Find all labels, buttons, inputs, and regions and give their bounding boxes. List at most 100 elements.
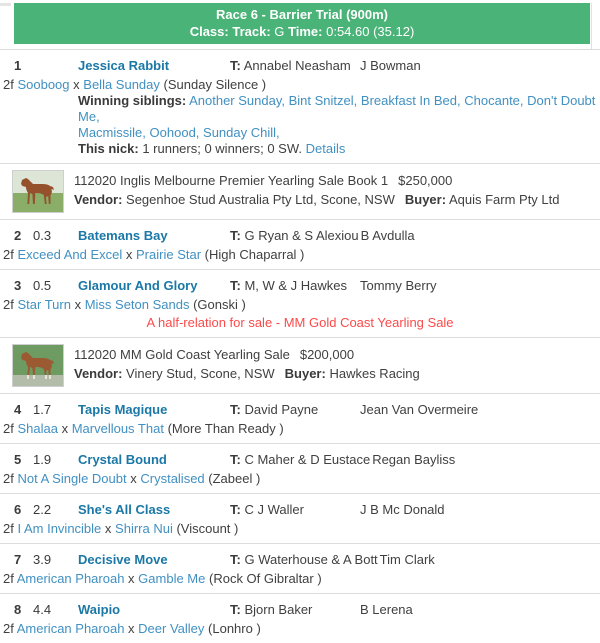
horse-name-link[interactable]: Glamour And Glory — [78, 278, 198, 293]
horse-name-link[interactable]: Crystal Bound — [78, 452, 167, 467]
horse-name-link[interactable]: She's All Class — [78, 502, 171, 517]
sibling-link[interactable]: Bint Snitzel — [289, 93, 361, 108]
dam-link[interactable]: Bella Sunday — [83, 77, 160, 92]
nick-line: This nick: 1 runners; 0 winners; 0 SW. D… — [0, 141, 600, 157]
runner-margin: 2.2 — [33, 502, 52, 517]
winning-siblings-line1: Winning siblings: Another SundayBint Sni… — [0, 93, 600, 125]
jockey-name: J B Mc Donald — [360, 502, 445, 517]
pedigree-line: 2f American Pharoah x Deer Valley (Lonhr… — [0, 618, 600, 637]
details-link[interactable]: Details — [305, 141, 346, 156]
dam-link[interactable]: Miss Seton Sands — [84, 297, 190, 312]
jockey-name: J Bowman — [360, 58, 421, 73]
runner-entry-1: 1 Jessica Rabbit T: Annabel Neasham J Bo… — [0, 50, 600, 163]
runner-entry-6: 6 2.2 She's All Class T: C J Waller J B … — [0, 494, 600, 543]
damsire: (Sunday Silence ) — [163, 77, 267, 92]
half-relation-for-sale-notice: A half-relation for sale - MM Gold Coast… — [146, 315, 454, 330]
sibling-link[interactable]: Sunday Chill — [203, 125, 280, 140]
horse-name-link[interactable]: Batemans Bay — [78, 228, 168, 243]
damsire: (More Than Ready ) — [167, 421, 284, 436]
time-label: Time: — [288, 24, 323, 39]
race-title: Race 6 - Barrier Trial (900m) — [216, 7, 388, 22]
trainer-label: T: — [230, 228, 241, 243]
runner-number: 3 — [14, 278, 22, 293]
horse-photo-thumbnail[interactable] — [12, 170, 64, 213]
trainer-label: T: — [230, 452, 241, 467]
vendor-label: Vendor: — [74, 192, 123, 207]
trainer-name: G Ryan & S Alexiou — [244, 228, 359, 243]
sibling-link[interactable]: Breakfast In Bed — [361, 93, 464, 108]
sale-name: 112020 Inglis Melbourne Premier Yearling… — [74, 173, 389, 188]
runner-margin: 1.9 — [33, 452, 52, 467]
damsire: (Rock Of Gibraltar ) — [209, 571, 322, 586]
trainer-label: T: — [230, 278, 241, 293]
dam-link[interactable]: Deer Valley — [138, 621, 205, 636]
trainer-name: C J Waller — [244, 502, 304, 517]
runner-entry-8: 8 4.4 Waipio T: Bjorn Baker B Lerena 2f … — [0, 594, 600, 643]
runner-number: 4 — [14, 402, 22, 417]
runner-number: 7 — [14, 552, 22, 567]
dam-link[interactable]: Prairie Star — [136, 247, 202, 262]
horse-photo-thumbnail[interactable] — [12, 344, 64, 387]
horse-name-link[interactable]: Waipio — [78, 602, 121, 617]
sire-link[interactable]: Sooboog — [17, 77, 70, 92]
winning-siblings-line2: MacmissileOohoodSunday Chill — [0, 125, 600, 141]
damsire: (Gonski ) — [193, 297, 246, 312]
sibling-link[interactable]: Oohood — [150, 125, 204, 140]
runner-entry-4: 4 1.7 Tapis Magique T: David Payne Jean … — [0, 394, 600, 443]
sale-price: $250,000 — [398, 173, 453, 188]
pedigree-line: 2f American Pharoah x Gamble Me (Rock Of… — [0, 568, 600, 587]
age-sex: 2f — [3, 247, 14, 262]
age-sex: 2f — [3, 471, 14, 486]
pedigree-x: x — [73, 77, 80, 92]
sire-link[interactable]: Exceed And Excel — [17, 247, 123, 262]
dam-link[interactable]: Shirra Nui — [115, 521, 173, 536]
trainer-cell: T: Bjorn Baker — [230, 601, 358, 618]
jockey-name: Tim Clark — [379, 552, 435, 567]
horse-name-link[interactable]: Decisive Move — [78, 552, 168, 567]
dam-link[interactable]: Gamble Me — [138, 571, 206, 586]
sale-vendor-line: Vendor: Segenhoe Stud Australia Pty Ltd,… — [74, 190, 560, 209]
trainer-label: T: — [230, 58, 241, 73]
pedigree-line: 2f Star Turn x Miss Seton Sands (Gonski … — [0, 294, 600, 313]
sire-link[interactable]: Shalaa — [17, 421, 58, 436]
pedigree-line: 2f Not A Single Doubt x Crystalised (Zab… — [0, 468, 600, 487]
pedigree-x: x — [128, 621, 135, 636]
sire-link[interactable]: Star Turn — [17, 297, 71, 312]
winning-siblings-label: Winning siblings: — [78, 93, 187, 108]
dam-link[interactable]: Crystalised — [140, 471, 205, 486]
page-edge-fragment — [0, 3, 11, 6]
horse-name-link[interactable]: Jessica Rabbit — [78, 58, 170, 73]
divider — [0, 493, 600, 494]
age-sex: 2f — [3, 77, 14, 92]
horse-name-link[interactable]: Tapis Magique — [78, 402, 168, 417]
pedigree-line: 2f I Am Invincible x Shirra Nui (Viscoun… — [0, 518, 600, 537]
nick-stats: 1 runners; 0 winners; 0 SW. — [142, 141, 302, 156]
divider — [0, 269, 600, 270]
trainer-cell: T: Annabel Neasham — [230, 57, 358, 74]
sibling-link[interactable]: Chocante — [464, 93, 527, 108]
trainer-name: Annabel Neasham — [243, 58, 351, 73]
trainer-label: T: — [230, 552, 241, 567]
runner-margin — [33, 57, 78, 74]
jockey-name: Jean Van Overmeire — [360, 402, 479, 417]
runner-entry-3: 3 0.5 Glamour And Glory T: M, W & J Hawk… — [0, 270, 600, 337]
track-value: G — [274, 24, 285, 39]
runner-number: 1 — [14, 58, 22, 73]
dam-link[interactable]: Marvellous That — [71, 421, 164, 436]
damsire: (Lonhro ) — [208, 621, 261, 636]
age-sex: 2f — [3, 297, 14, 312]
divider — [0, 543, 600, 544]
pedigree-line: 2f Sooboog x Bella Sunday (Sunday Silenc… — [0, 74, 600, 93]
sire-link[interactable]: American Pharoah — [16, 621, 125, 636]
trainer-cell: T: David Payne — [230, 401, 358, 418]
trainer-cell: T: C J Waller — [230, 501, 358, 518]
pedigree-x: x — [125, 247, 133, 262]
sire-link[interactable]: American Pharoah — [16, 571, 125, 586]
sibling-link[interactable]: Another Sunday — [189, 93, 289, 108]
runner-margin: 1.7 — [33, 402, 52, 417]
time-value: 0:54.60 (35.12) — [326, 24, 415, 39]
sire-link[interactable]: I Am Invincible — [17, 521, 102, 536]
damsire: (Viscount ) — [176, 521, 239, 536]
sire-link[interactable]: Not A Single Doubt — [17, 471, 127, 486]
sibling-link[interactable]: Macmissile — [78, 125, 150, 140]
